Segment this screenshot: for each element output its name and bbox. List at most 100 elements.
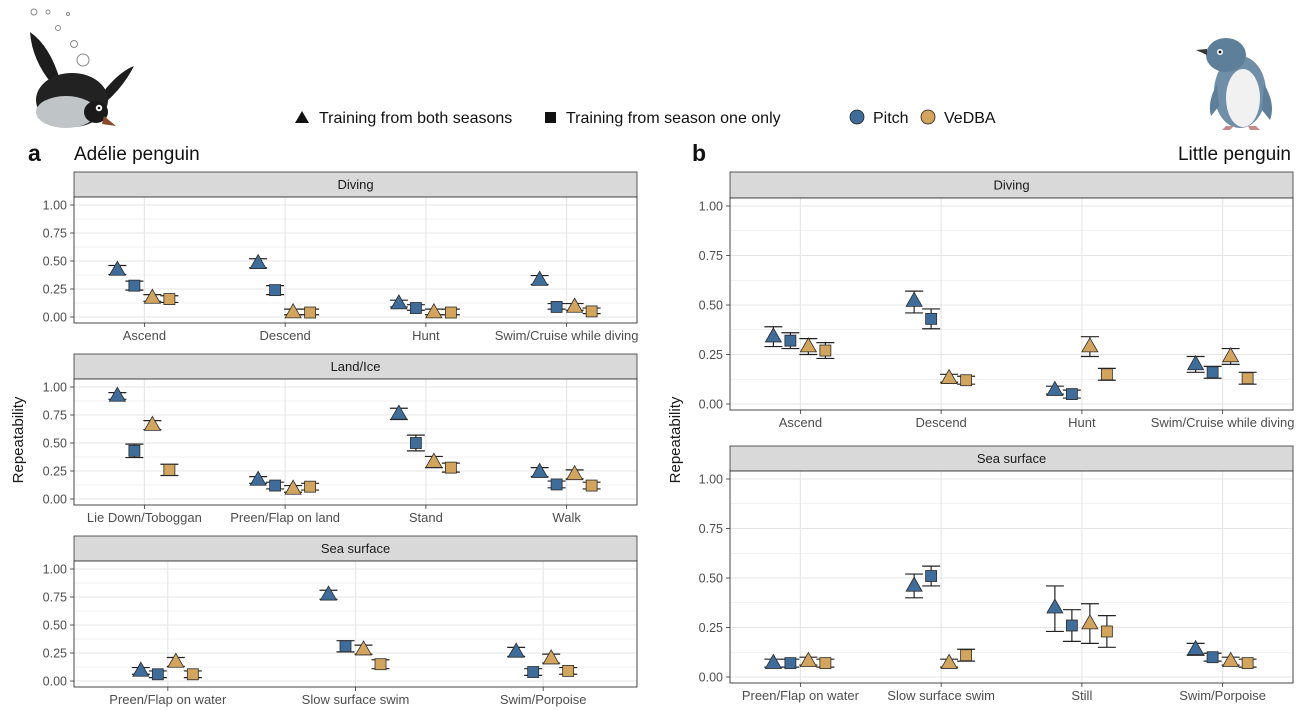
point-pitch-square-preen-flap-on-water	[151, 668, 164, 681]
point-vedba-triangle-swim-porpoise	[542, 649, 560, 665]
panel-b-title: Little penguin	[1178, 144, 1291, 165]
x-tick-label-swim-porpoise: Swim/Porpoise	[1179, 688, 1266, 703]
point-pitch-triangle-hunt	[1046, 380, 1064, 396]
legend-square-marker	[545, 112, 556, 123]
legend-season-one-label: Training from season one only	[566, 110, 781, 127]
x-tick-label-hunt: Hunt	[1068, 415, 1096, 430]
point-vedba-square-swim-porpoise	[562, 665, 575, 677]
x-tick-label-slow-surface-swim: Slow surface swim	[302, 692, 410, 707]
point-vedba-square-descend	[960, 374, 973, 387]
point-vedba-square-walk	[585, 479, 598, 492]
x-tick-label-stand: Stand	[409, 510, 443, 525]
point-vedba-triangle-walk	[565, 464, 584, 481]
point-vedba-triangle-lie-down-toboggan	[143, 415, 162, 431]
legend-triangle-marker	[295, 111, 309, 123]
point-vedba-square-swim-cruise-while-diving	[1241, 372, 1254, 385]
facet-strip	[73, 171, 638, 198]
point-pitch-triangle-swim-porpoise	[507, 642, 525, 658]
point-pitch-square-hunt	[409, 302, 422, 314]
point-vedba-square-ascend	[819, 344, 832, 357]
y-tick-label: 0.50	[699, 571, 723, 585]
facet-strip	[73, 535, 638, 562]
facet-strip-label: Sea surface	[321, 541, 390, 556]
facet-chart1-diving: Diving 0.00 0.25 0.50 0.75 1.00 Ascend Descend H…	[699, 171, 1295, 430]
plot-border	[73, 560, 638, 688]
x-tick-label-preen-flap-on-land: Preen/Flap on land	[230, 510, 340, 525]
point-vedba-square-stand	[444, 461, 457, 474]
point-pitch-square-lie-down-toboggan	[128, 444, 141, 457]
y-tick-label: 0.00	[699, 670, 723, 684]
point-pitch-triangle-preen-flap-on-water	[764, 653, 783, 669]
point-vedba-square-preen-flap-on-land	[304, 480, 317, 493]
point-pitch-triangle-walk	[530, 462, 549, 478]
panel-b-y-axis-title: Repeatability	[667, 396, 684, 483]
point-vedba-triangle-descend	[284, 303, 302, 319]
y-tick-label: 0.50	[43, 436, 67, 450]
point-pitch-triangle-ascend	[108, 260, 127, 276]
y-tick-label: 1.00	[699, 472, 723, 486]
point-vedba-square-lie-down-toboggan	[163, 463, 176, 476]
point-vedba-triangle-stand	[425, 452, 443, 468]
point-vedba-square-preen-flap-on-water	[819, 657, 832, 670]
y-tick-label: 1.00	[699, 199, 723, 213]
point-vedba-triangle-hunt	[425, 303, 443, 319]
y-tick-label: 0.75	[43, 590, 67, 604]
point-pitch-square-slow-surface-swim	[925, 570, 938, 582]
point-pitch-square-swim-cruise-while-diving	[550, 301, 563, 313]
point-pitch-square-ascend	[784, 334, 797, 347]
plot-border	[729, 470, 1294, 684]
point-vedba-triangle-swim-cruise-while-diving	[1221, 346, 1240, 363]
point-vedba-triangle-preen-flap-on-water	[167, 652, 185, 668]
point-vedba-triangle-ascend	[799, 337, 818, 353]
facet-chart0-land-ice: Land/Ice 0.00 0.25 0.50 0.75 1.00 Lie Down/Tob…	[43, 353, 638, 525]
y-tick-label: 0.75	[699, 249, 723, 263]
panel-b-letter: b	[692, 140, 706, 166]
point-vedba-square-ascend	[163, 293, 176, 305]
y-tick-label: 0.25	[43, 282, 67, 296]
point-vedba-triangle-preen-flap-on-water	[799, 651, 818, 667]
facet-strip-label: Diving	[337, 177, 373, 192]
x-tick-label-still: Still	[1071, 688, 1092, 703]
point-vedba-square-hunt	[444, 306, 457, 319]
point-vedba-triangle-ascend	[143, 288, 162, 304]
point-vedba-square-swim-cruise-while-diving	[585, 305, 598, 318]
point-pitch-square-descend	[925, 312, 938, 325]
x-tick-label-preen-flap-on-water: Preen/Flap on water	[742, 688, 860, 703]
x-tick-label-slow-surface-swim: Slow surface swim	[887, 688, 995, 703]
y-tick-label: 0.50	[699, 298, 723, 312]
point-pitch-square-descend	[269, 284, 282, 297]
facet-chart0-sea-surface: Sea surface 0.00 0.25 0.50 0.75 1.00 Preen/Fla…	[43, 535, 638, 707]
x-tick-label-swim-cruise-while-diving: Swim/Cruise while diving	[495, 328, 639, 343]
point-pitch-triangle-still	[1046, 598, 1064, 614]
panel-a-y-axis-title: Repeatability	[10, 396, 27, 483]
plot-background	[730, 198, 1293, 410]
point-pitch-triangle-swim-porpoise	[1186, 639, 1205, 655]
panel-a-letter: a	[28, 140, 41, 166]
point-pitch-triangle-descend	[249, 253, 267, 269]
point-pitch-square-ascend	[128, 279, 141, 292]
plot-background	[730, 471, 1293, 683]
plot-background	[74, 379, 637, 505]
y-tick-label: 0.25	[699, 621, 723, 635]
y-tick-label: 1.00	[43, 562, 67, 576]
y-tick-label: 1.00	[43, 198, 67, 212]
point-pitch-square-slow-surface-swim	[339, 640, 352, 653]
point-vedba-triangle-still	[1081, 614, 1099, 630]
point-pitch-square-still	[1065, 619, 1078, 632]
y-tick-label: 0.75	[699, 522, 723, 536]
x-tick-label-swim-porpoise: Swim/Porpoise	[500, 692, 587, 707]
legend: Training from both seasons Training from…	[295, 109, 996, 127]
point-pitch-triangle-stand	[390, 404, 408, 420]
point-pitch-square-preen-flap-on-land	[269, 479, 282, 492]
x-tick-label-ascend: Ascend	[123, 328, 166, 343]
x-tick-label-descend: Descend	[259, 328, 310, 343]
x-tick-label-swim-cruise-while-diving: Swim/Cruise while diving	[1151, 415, 1295, 430]
point-vedba-square-slow-surface-swim	[374, 658, 387, 671]
plot-border	[73, 378, 638, 506]
legend-pitch-marker	[849, 109, 865, 125]
point-vedba-square-still	[1100, 625, 1113, 638]
point-pitch-square-preen-flap-on-water	[784, 657, 797, 670]
panel-a-title: Adélie penguin	[74, 144, 200, 165]
point-vedba-square-preen-flap-on-water	[186, 668, 199, 681]
